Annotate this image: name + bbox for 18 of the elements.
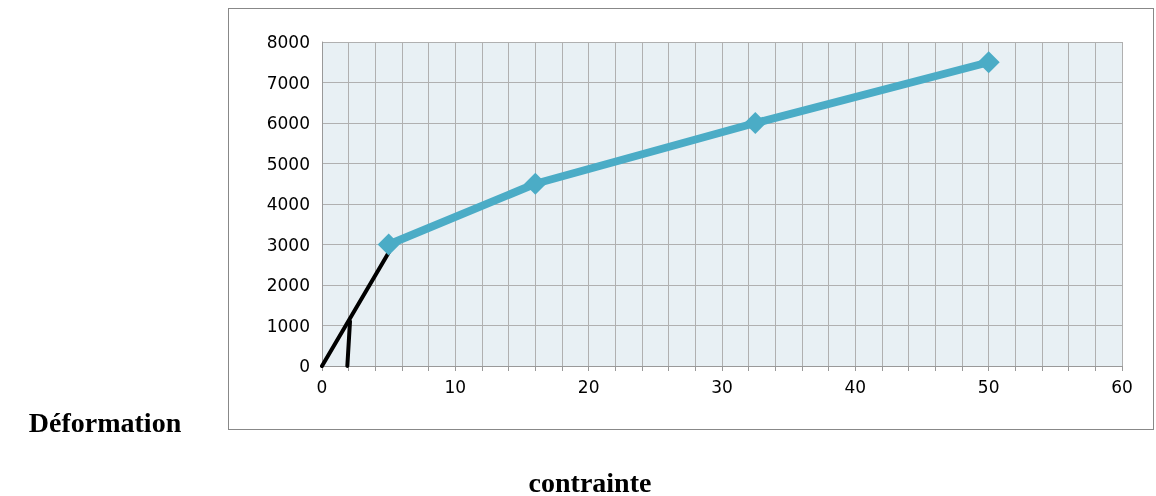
x-tick-label: 40 xyxy=(844,376,867,397)
y-tick-label: 1000 xyxy=(266,315,310,336)
x-tick-label: 50 xyxy=(977,376,1000,397)
y-tick-label: 2000 xyxy=(266,275,310,295)
y-tick-label: 7000 xyxy=(266,72,310,93)
x-tick-label: 0 xyxy=(316,376,328,397)
y-tick-label: 4000 xyxy=(266,194,310,214)
x-tick-label: 10 xyxy=(444,376,467,397)
text: Déformation xyxy=(28,406,182,438)
text: contrainte xyxy=(528,466,652,496)
y-tick-label: 0 xyxy=(299,356,310,376)
x-tick-label: 20 xyxy=(577,376,600,397)
y-tick-label: 5000 xyxy=(266,153,310,174)
y-tick-label: 8000 xyxy=(266,32,310,52)
y-tick-label: 6000 xyxy=(266,113,310,133)
y-tick-label: 3000 xyxy=(266,234,310,255)
x-tick-label: 60 xyxy=(1111,376,1133,397)
x-tick-label: 30 xyxy=(711,376,733,397)
